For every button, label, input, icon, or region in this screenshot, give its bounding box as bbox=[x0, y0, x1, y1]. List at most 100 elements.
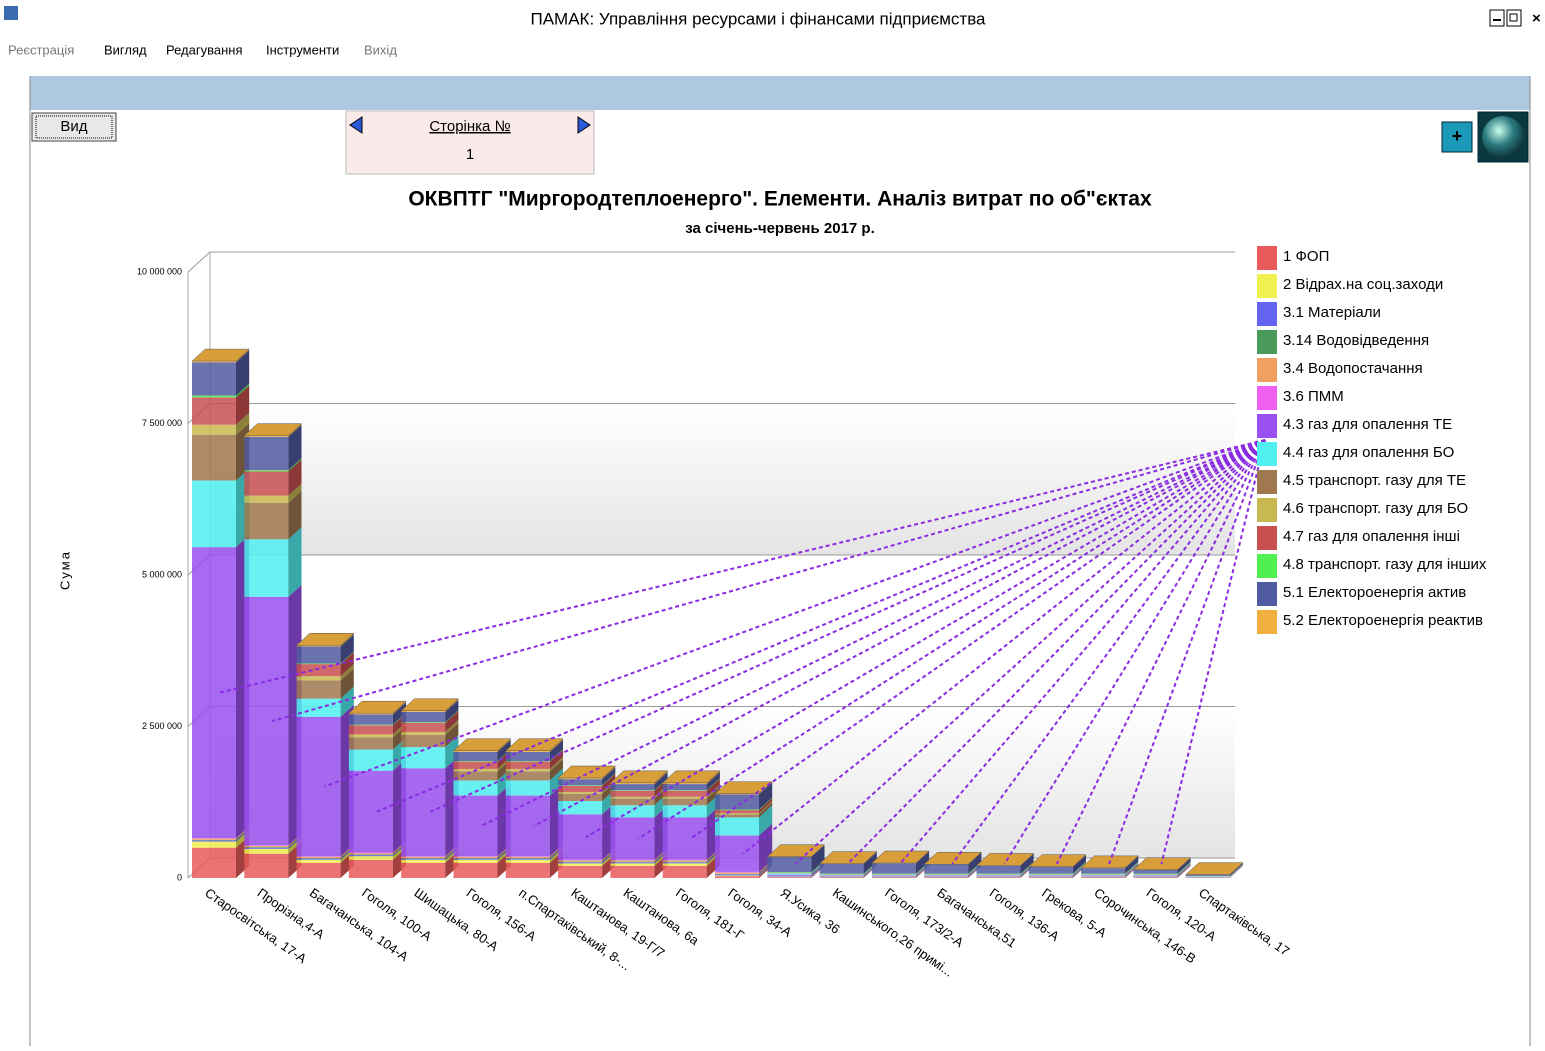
menu-item[interactable]: Редагування bbox=[166, 42, 243, 57]
segment-front bbox=[820, 875, 864, 876]
segment-front bbox=[192, 838, 236, 839]
segment-front bbox=[244, 503, 288, 539]
chart-title: ОКВПТГ "Миргородтеплоенерго". Елементи. … bbox=[408, 188, 1152, 211]
segment-front bbox=[1081, 875, 1125, 876]
segment-front bbox=[349, 853, 393, 854]
segment-front bbox=[610, 817, 654, 859]
menu-item[interactable]: Вигляд bbox=[104, 42, 147, 57]
segment-front bbox=[924, 877, 968, 878]
segment-front bbox=[349, 714, 393, 724]
page-number: 1 bbox=[466, 146, 474, 163]
segment-front bbox=[192, 840, 236, 841]
segment-front bbox=[244, 437, 288, 470]
segment-front bbox=[715, 836, 759, 872]
segment-front bbox=[715, 810, 759, 811]
segment-front bbox=[558, 794, 602, 801]
legend-label: 4.4 газ для опалення БО bbox=[1283, 444, 1454, 461]
segment-front bbox=[297, 859, 341, 860]
page-navigator: Сторінка № 1 bbox=[346, 111, 594, 174]
segment-front bbox=[977, 877, 1021, 878]
wall-band bbox=[210, 555, 1235, 707]
segment-front bbox=[1029, 877, 1073, 878]
segment-front bbox=[1133, 874, 1177, 875]
menu-item[interactable]: Вихід bbox=[364, 42, 397, 57]
segment-front bbox=[192, 839, 236, 840]
segment-front bbox=[663, 860, 707, 861]
legend-swatch bbox=[1257, 330, 1277, 354]
segment-front bbox=[872, 877, 916, 878]
segment-front bbox=[454, 752, 498, 761]
segment-front bbox=[558, 863, 602, 865]
segment-front bbox=[820, 874, 864, 875]
view-button[interactable]: Вид bbox=[32, 113, 116, 141]
segment-front bbox=[715, 873, 759, 874]
segment-front bbox=[610, 862, 654, 863]
legend-swatch bbox=[1257, 610, 1277, 634]
segment-front bbox=[454, 771, 498, 780]
window-controls[interactable]: × bbox=[1490, 10, 1541, 27]
segment-front bbox=[663, 817, 707, 859]
menu-item[interactable]: Реєстрація bbox=[8, 42, 74, 57]
legend-label: 4.6 транспорт. газу для БО bbox=[1283, 500, 1468, 517]
segment-front bbox=[401, 856, 445, 857]
legend-label: 2 Відрах.на соц.заходи bbox=[1283, 276, 1443, 293]
menu-item[interactable]: Інструменти bbox=[266, 42, 339, 57]
legend-label: 5.2 Електороенергія реактив bbox=[1283, 612, 1483, 629]
legend-swatch bbox=[1257, 498, 1277, 522]
segment-front bbox=[297, 680, 341, 698]
segment-front bbox=[663, 860, 707, 861]
segment-front bbox=[610, 860, 654, 861]
segment-front bbox=[192, 362, 236, 395]
y-tick-label: 5 000 000 bbox=[142, 569, 182, 579]
segment-front bbox=[977, 875, 1021, 876]
segment-front bbox=[820, 875, 864, 876]
segment-front bbox=[506, 859, 550, 860]
legend-label: 4.8 транспорт. газу для інших bbox=[1283, 556, 1487, 573]
segment-front bbox=[715, 876, 759, 877]
segment-front bbox=[297, 856, 341, 857]
segment-front bbox=[297, 863, 341, 878]
chart-subtitle: за січень-червень 2017 р. bbox=[685, 220, 875, 237]
segment-front bbox=[349, 750, 393, 771]
segment-front bbox=[192, 547, 236, 838]
segment-front bbox=[244, 496, 288, 503]
segment-front bbox=[454, 856, 498, 857]
segment-front bbox=[558, 862, 602, 863]
segment-front bbox=[297, 664, 341, 676]
segment-front bbox=[872, 874, 916, 875]
segment-front bbox=[244, 539, 288, 597]
segment-front bbox=[506, 796, 550, 857]
segment-front bbox=[610, 791, 654, 797]
bar-segment bbox=[401, 756, 458, 856]
segment-front bbox=[506, 863, 550, 878]
segment-front bbox=[244, 847, 288, 848]
legend-swatch bbox=[1257, 358, 1277, 382]
segment-front bbox=[454, 857, 498, 858]
legend-label: 4.7 газ для опалення інші bbox=[1283, 528, 1460, 545]
segment-front bbox=[454, 762, 498, 769]
wall-band bbox=[210, 252, 1235, 404]
legend-swatch bbox=[1257, 414, 1277, 438]
zoom-button[interactable]: + bbox=[1442, 122, 1472, 152]
segment-front bbox=[349, 853, 393, 854]
segment-front bbox=[506, 856, 550, 857]
y-tick-label: 7 500 000 bbox=[142, 418, 182, 428]
segment-front bbox=[715, 817, 759, 835]
segment-front bbox=[401, 722, 445, 723]
sphere-button[interactable] bbox=[1478, 112, 1528, 162]
segment-front bbox=[872, 875, 916, 876]
segment-front bbox=[1186, 875, 1230, 876]
segment-front bbox=[924, 865, 968, 874]
segment-front bbox=[244, 848, 288, 849]
segment-front bbox=[558, 860, 602, 861]
segment-front bbox=[610, 784, 654, 790]
segment-front bbox=[610, 805, 654, 817]
segment-front bbox=[454, 863, 498, 878]
segment-front bbox=[192, 435, 236, 480]
segment-front bbox=[663, 862, 707, 863]
segment-front bbox=[1029, 875, 1073, 876]
segment-front bbox=[349, 725, 393, 734]
segment-front bbox=[506, 771, 550, 780]
window-title: ПАМАК: Управління ресурсами і фінансами … bbox=[531, 9, 987, 28]
segment-front bbox=[1029, 875, 1073, 876]
